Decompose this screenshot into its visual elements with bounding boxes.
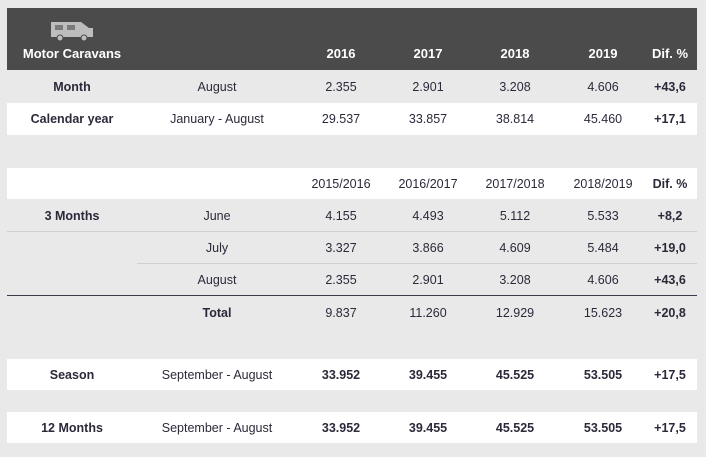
cell-value: 4.606 — [587, 272, 619, 287]
cell-value: 4.609 — [499, 240, 531, 255]
season-row: Season September - August 33.952 39.455 … — [7, 359, 697, 390]
table-row: Month August 2.355 2.901 3.208 4.606 +43… — [7, 71, 697, 102]
dif-header: Dif. % — [651, 46, 689, 61]
dif-header: Dif. % — [652, 176, 688, 191]
cell-value: 33.952 — [321, 367, 361, 382]
cell-value: 45.460 — [583, 112, 623, 126]
cell-dif: +19,0 — [654, 240, 686, 255]
twelve-months-row: 12 Months September - August 33.952 39.4… — [7, 412, 697, 443]
season-header: 2016/2017 — [398, 176, 458, 191]
cell-value: 5.112 — [499, 208, 531, 223]
total-row: Total 9.837 11.260 12.929 15.623 +20,8 — [7, 296, 697, 329]
cell-dif: +43,6 — [654, 79, 686, 94]
cell-value: 33.857 — [408, 112, 448, 126]
table-row: July 3.327 3.866 4.609 5.484 +19,0 — [7, 232, 697, 263]
row-period: August — [197, 79, 237, 94]
row-period: September - August — [161, 420, 273, 435]
cell-value: 53.505 — [583, 367, 623, 382]
row-divider — [7, 231, 697, 232]
row-label: Month — [53, 79, 91, 94]
table-row: August 2.355 2.901 3.208 4.606 +43,6 — [7, 264, 697, 295]
cell-value: 2.355 — [325, 79, 357, 94]
cell-value: 33.952 — [321, 420, 361, 435]
cell-dif: +17,5 — [654, 420, 686, 435]
cell-value: 3.208 — [499, 272, 531, 287]
cell-value: 3.208 — [499, 79, 531, 94]
cell-dif: +8,2 — [657, 208, 683, 223]
cell-value: 5.533 — [587, 208, 619, 223]
row-label: 12 Months — [41, 420, 103, 435]
cell-value: 2.901 — [412, 79, 444, 94]
cell-dif: +17,5 — [654, 367, 686, 382]
table-row: Calendar year January - August 29.537 33… — [7, 103, 697, 135]
cell-value: 2.901 — [412, 272, 444, 287]
row-period: January - August — [170, 112, 264, 126]
table-title: Motor Caravans — [22, 46, 122, 61]
row-period: September - August — [161, 367, 273, 382]
row-label: Calendar year — [30, 112, 114, 126]
year-header: 2018 — [500, 46, 530, 61]
row-label: Season — [49, 367, 95, 382]
cell-value: 38.814 — [495, 112, 535, 126]
cell-value: 4.155 — [325, 208, 357, 223]
row-label: 3 Months — [44, 208, 100, 223]
cell-value: 39.455 — [408, 420, 448, 435]
cell-value: 15.623 — [583, 305, 623, 320]
cell-value: 45.525 — [495, 420, 535, 435]
year-header: 2019 — [588, 46, 618, 61]
year-header: 2017 — [413, 46, 443, 61]
cell-value: 29.537 — [321, 112, 361, 126]
cell-value: 45.525 — [495, 367, 535, 382]
season-header: 2015/2016 — [311, 176, 371, 191]
row-divider — [137, 263, 697, 264]
cell-value: 2.355 — [325, 272, 357, 287]
cell-value: 39.455 — [408, 367, 448, 382]
cell-dif: +20,8 — [654, 305, 686, 320]
cell-value: 53.505 — [583, 420, 623, 435]
cell-value: 11.260 — [409, 305, 447, 320]
row-period: August — [197, 272, 237, 287]
cell-value: 12.929 — [495, 305, 535, 320]
row-period: July — [205, 240, 229, 255]
cell-value: 3.866 — [412, 240, 444, 255]
table-row: 3 Months June 4.155 4.493 5.112 5.533 +8… — [7, 200, 697, 231]
row-period: June — [203, 208, 231, 223]
motor-caravan-icon — [51, 22, 93, 42]
table-header: Motor Caravans 2016 2017 2018 2019 Dif. … — [7, 8, 697, 70]
cell-value: 5.484 — [587, 240, 619, 255]
year-header: 2016 — [326, 46, 356, 61]
cell-value: 4.606 — [587, 79, 619, 94]
total-divider — [7, 295, 697, 296]
cell-value: 4.493 — [412, 208, 444, 223]
cell-dif: +17,1 — [654, 112, 686, 126]
total-label: Total — [202, 305, 232, 320]
season-header-row: 2015/2016 2016/2017 2017/2018 2018/2019 … — [7, 168, 697, 199]
cell-value: 3.327 — [325, 240, 357, 255]
season-header: 2018/2019 — [573, 176, 633, 191]
cell-value: 9.837 — [325, 305, 357, 320]
season-header: 2017/2018 — [485, 176, 545, 191]
cell-dif: +43,6 — [654, 272, 686, 287]
